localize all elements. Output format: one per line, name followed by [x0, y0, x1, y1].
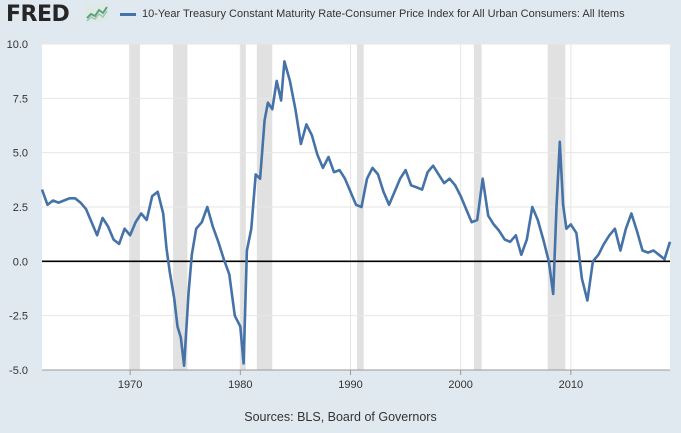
y-tick-label-0: -5.0 — [9, 365, 28, 377]
y-tick-label-2: 0.0 — [13, 256, 28, 268]
y-tick-label-4: 5.0 — [13, 148, 28, 160]
x-tick-label-3: 2000 — [448, 379, 472, 391]
y-tick-label-5: 7.5 — [13, 93, 28, 105]
x-tick-label-0: 1970 — [118, 379, 142, 391]
fred-logo: FRED — [6, 2, 70, 27]
source-note: Sources: BLS, Board of Governors — [244, 410, 437, 424]
x-tick-label-2: 1990 — [338, 379, 362, 391]
x-tick-label-1: 1980 — [228, 379, 252, 391]
y-tick-label-1: -2.5 — [9, 311, 28, 323]
legend-label: 10-Year Treasury Constant Maturity Rate-… — [142, 8, 625, 20]
legend-swatch — [120, 12, 136, 16]
y-tick-label-3: 2.5 — [13, 202, 28, 214]
series-line-0 — [40, 60, 672, 368]
y-tick-label-6: 10.0 — [7, 39, 28, 51]
fred-chart-icon — [86, 4, 108, 22]
x-tick-label-4: 2010 — [559, 379, 583, 391]
legend: 10-Year Treasury Constant Maturity Rate-… — [120, 8, 625, 20]
